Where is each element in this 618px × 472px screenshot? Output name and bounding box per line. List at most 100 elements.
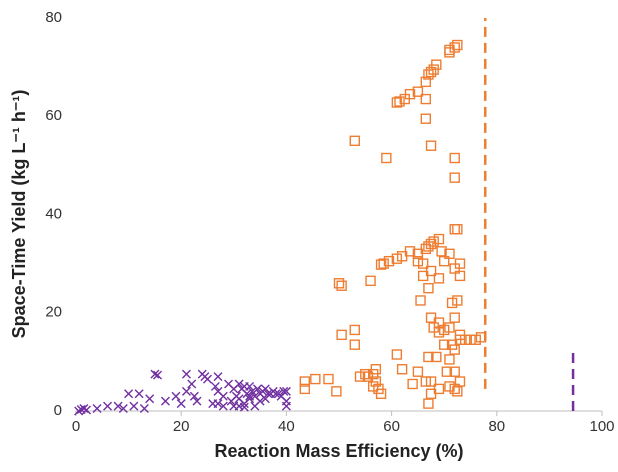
square-marker — [475, 332, 487, 343]
square-marker — [420, 76, 431, 88]
x-marker — [113, 401, 123, 411]
square-marker — [449, 224, 460, 235]
square-marker — [370, 376, 382, 387]
y-tick-label: 60 — [45, 107, 62, 124]
x-marker — [234, 379, 244, 389]
square-marker — [433, 273, 445, 284]
x-marker — [245, 394, 255, 404]
x-marker — [103, 401, 113, 411]
square-marker — [449, 344, 460, 355]
square-marker — [423, 241, 434, 252]
square-marker — [454, 270, 466, 282]
square-marker — [423, 351, 434, 363]
square-marker — [439, 324, 450, 336]
x-marker — [271, 389, 281, 399]
x-marker — [192, 396, 202, 406]
square-marker — [394, 96, 405, 107]
y-axis-label: Space-Time Yield (kg L⁻¹ h⁻¹) — [9, 90, 29, 339]
square-marker — [412, 86, 424, 97]
square-marker — [449, 383, 460, 395]
x-marker — [92, 404, 102, 414]
x-marker — [124, 389, 134, 399]
square-marker — [378, 258, 389, 269]
square-marker — [460, 334, 471, 345]
square-marker — [417, 258, 429, 269]
square-marker — [391, 349, 403, 360]
square-marker — [452, 224, 463, 235]
x-marker — [181, 369, 191, 379]
square-marker — [349, 135, 360, 147]
x-marker — [263, 389, 273, 399]
square-marker — [439, 339, 450, 350]
square-marker — [425, 376, 437, 387]
x-axis-label: Reaction Mass Efficiency (%) — [214, 441, 463, 461]
x-marker — [239, 402, 249, 412]
x-marker — [79, 404, 89, 414]
square-marker — [299, 383, 311, 395]
x-marker — [171, 391, 181, 401]
square-marker — [425, 388, 437, 400]
x-marker — [153, 370, 163, 380]
square-marker — [391, 97, 403, 108]
square-marker — [423, 282, 434, 294]
x-marker — [74, 406, 84, 416]
x-marker — [187, 379, 197, 389]
square-marker — [412, 248, 424, 260]
square-marker — [431, 351, 442, 363]
square-marker — [336, 280, 347, 291]
x-marker — [213, 372, 223, 382]
square-marker — [399, 93, 410, 105]
square-marker — [370, 364, 382, 375]
x-marker — [213, 399, 223, 409]
x-marker — [218, 401, 228, 411]
x-marker — [245, 381, 255, 391]
x-tick-label: 80 — [488, 418, 505, 435]
square-marker — [412, 366, 424, 377]
square-marker — [446, 297, 458, 309]
y-tick-label: 20 — [45, 304, 62, 321]
x-tick-label: 100 — [589, 418, 614, 435]
x-marker — [245, 391, 255, 401]
x-marker — [247, 386, 257, 396]
square-marker — [299, 376, 311, 387]
square-marker — [417, 270, 429, 282]
square-marker — [412, 255, 424, 267]
x-marker — [160, 396, 170, 406]
x-marker — [255, 396, 265, 406]
square-marker — [449, 312, 460, 323]
square-marker — [444, 322, 455, 333]
square-marker — [444, 354, 455, 365]
square-marker — [396, 364, 408, 375]
x-marker — [129, 401, 139, 411]
x-marker — [260, 384, 270, 394]
x-marker — [218, 391, 228, 401]
square-marker — [454, 376, 466, 387]
x-tick-label: 20 — [173, 418, 190, 435]
square-marker — [354, 371, 366, 382]
square-marker — [336, 329, 347, 341]
x-marker — [134, 389, 144, 399]
x-marker — [118, 404, 128, 414]
square-marker — [436, 246, 447, 257]
square-marker — [433, 327, 445, 338]
square-marker — [381, 152, 392, 164]
square-marker — [449, 366, 460, 377]
x-tick-label: 60 — [383, 418, 400, 435]
square-marker — [423, 398, 434, 409]
square-marker — [365, 275, 376, 287]
square-marker — [415, 295, 426, 306]
square-marker — [423, 69, 434, 80]
x-marker — [82, 405, 92, 415]
square-marker — [454, 258, 466, 269]
square-marker — [333, 278, 345, 289]
square-marker — [470, 334, 481, 345]
square-marker — [407, 378, 418, 390]
x-marker — [176, 399, 186, 409]
square-marker — [452, 295, 463, 306]
square-marker — [420, 113, 431, 124]
x-tick-label: 0 — [72, 418, 80, 435]
x-tick-label: 40 — [278, 418, 295, 435]
square-marker — [444, 381, 455, 392]
square-marker — [444, 248, 455, 260]
x-marker — [279, 386, 289, 396]
